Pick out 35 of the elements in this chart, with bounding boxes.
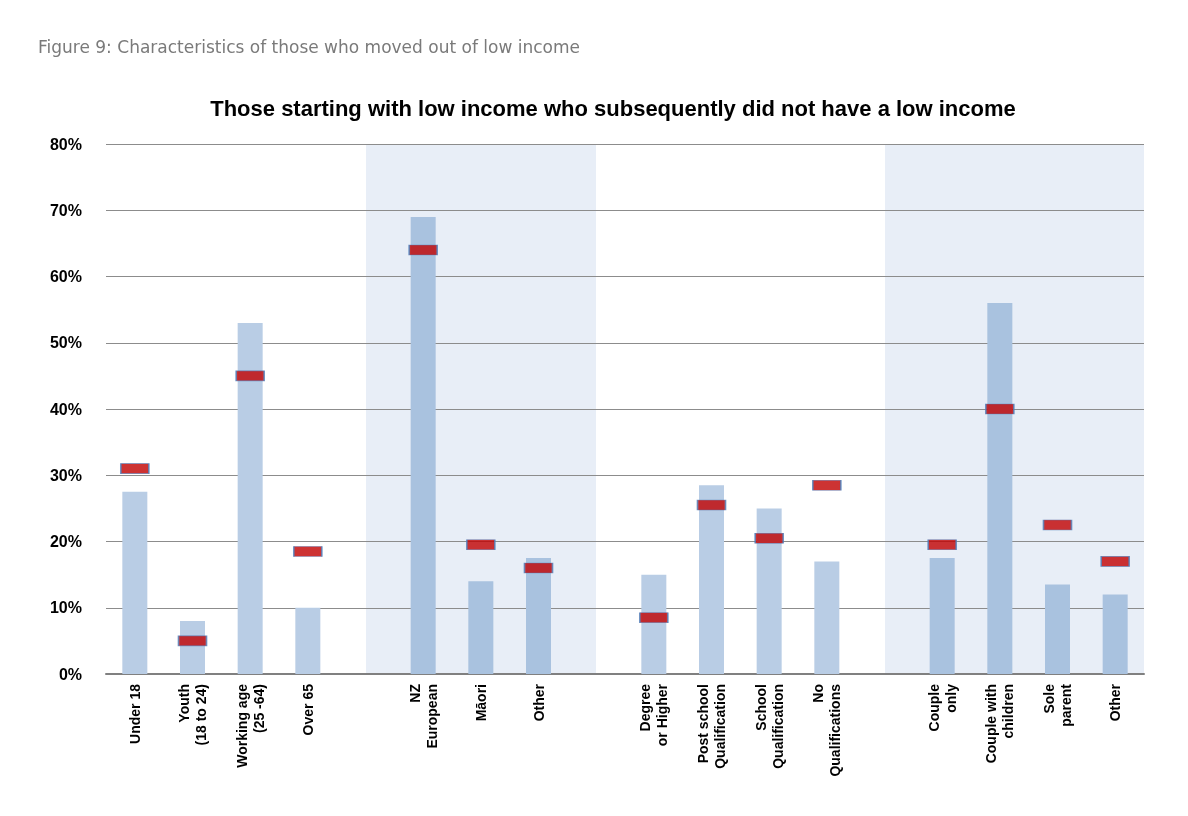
bar bbox=[699, 485, 724, 674]
y-tick-label: 60% bbox=[49, 268, 82, 285]
bar bbox=[929, 558, 955, 674]
y-tick-label: 0% bbox=[58, 665, 82, 683]
chart-title: Those starting with low income who subsequently did not have a low income bbox=[210, 95, 1016, 121]
x-tick-label: NZ European bbox=[406, 683, 440, 749]
bar bbox=[122, 491, 148, 674]
bar bbox=[295, 607, 321, 674]
bar bbox=[1045, 584, 1070, 674]
x-tick-label: School Qualification bbox=[752, 684, 786, 769]
x-tick-label: Couple only bbox=[925, 683, 959, 732]
x-tick-label: Degree or Higher bbox=[637, 683, 671, 747]
x-tick-label: Youth (18 to 24) bbox=[176, 684, 209, 746]
bar bbox=[410, 216, 436, 674]
y-tick-label: 40% bbox=[49, 400, 82, 418]
y-tick-label: 20% bbox=[49, 533, 82, 550]
y-tick-label: 70% bbox=[49, 201, 82, 219]
x-tick-label: Māori bbox=[472, 684, 489, 722]
bar bbox=[756, 508, 782, 674]
x-tick-label: Over 65 bbox=[299, 683, 316, 736]
x-tick-label: No Qualifications bbox=[810, 683, 844, 777]
y-tick-label: 50% bbox=[49, 334, 82, 352]
caption: Figure 9: Characteristics of those who moved out of low income bbox=[38, 36, 580, 57]
y-tick-label: 30% bbox=[49, 466, 82, 484]
x-tick-label: Under 18 bbox=[126, 683, 143, 744]
x-tick-label: Other bbox=[1107, 683, 1124, 722]
y-tick-label: 80% bbox=[49, 135, 82, 153]
bar bbox=[237, 322, 263, 674]
bar bbox=[468, 581, 494, 674]
bar bbox=[1102, 594, 1128, 674]
bar bbox=[987, 303, 1013, 674]
y-tick-label: 10% bbox=[49, 599, 82, 617]
x-tick-label: Other bbox=[530, 683, 547, 722]
bar bbox=[814, 561, 840, 674]
x-tick-label: Working age (25 -64) bbox=[233, 683, 267, 768]
